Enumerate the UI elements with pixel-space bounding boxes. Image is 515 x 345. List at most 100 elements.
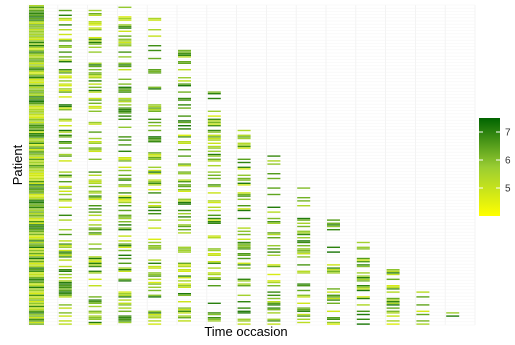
- heatmap-cell: [237, 246, 251, 248]
- heatmap-cell: [297, 248, 311, 250]
- heatmap-cell: [148, 136, 162, 138]
- heatmap-cell: [58, 51, 72, 53]
- heatmap-cell: [207, 150, 221, 152]
- heatmap-cell: [88, 198, 102, 200]
- heatmap-cell: [29, 123, 44, 125]
- heatmap-cell: [118, 169, 132, 172]
- heatmap-cell: [237, 195, 251, 197]
- heatmap-cell: [58, 155, 72, 157]
- heatmap-cell: [58, 323, 72, 325]
- heatmap-cell: [29, 272, 44, 274]
- heatmap-cell: [178, 136, 191, 138]
- heatmap-cell: [58, 72, 72, 74]
- heatmap-cell: [29, 155, 44, 157]
- heatmap-cell: [237, 318, 251, 320]
- heatmap-cell: [118, 179, 132, 181]
- heatmap-cell: [29, 270, 44, 272]
- heatmap-cell: [178, 121, 191, 124]
- heatmap-cell: [29, 214, 44, 216]
- heatmap-cell: [267, 237, 281, 239]
- heatmap-cell: [386, 302, 400, 304]
- heatmap-cell: [58, 88, 72, 90]
- heatmap-cell: [207, 254, 221, 256]
- heatmap-cell: [148, 158, 162, 160]
- heatmap-cell: [148, 125, 162, 127]
- heatmap-cell: [118, 91, 132, 93]
- heatmap-cell: [178, 229, 191, 231]
- heatmap-cell: [148, 283, 162, 285]
- heatmap-cell: [267, 323, 281, 325]
- heatmap-cell: [88, 89, 102, 92]
- heatmap-cell: [178, 293, 191, 295]
- heatmap-cell: [118, 97, 132, 100]
- heatmap-cell: [88, 38, 102, 40]
- heatmap-cell: [88, 123, 102, 125]
- heatmap-cell: [29, 62, 44, 64]
- heatmap-cell: [88, 305, 102, 308]
- heatmap-cell: [178, 224, 191, 226]
- heatmap-cell: [267, 285, 281, 287]
- heatmap-cell: [118, 115, 132, 117]
- heatmap-cell: [88, 224, 102, 226]
- heatmap-cell: [148, 166, 162, 168]
- heatmap-cell: [148, 262, 162, 264]
- heatmap-cell: [148, 141, 162, 143]
- y-axis-label: Patient: [10, 144, 25, 185]
- heatmap-cell: [386, 270, 400, 272]
- heatmap-cell: [29, 201, 44, 204]
- heatmap-cell: [207, 313, 221, 316]
- heatmap-cell: [29, 102, 44, 104]
- heatmap-cell: [386, 310, 400, 312]
- heatmap-cell: [29, 136, 44, 138]
- heatmap-cell: [29, 96, 44, 98]
- heatmap-cell: [207, 177, 221, 180]
- heatmap-cell: [237, 267, 251, 269]
- heatmap-cell: [29, 240, 44, 242]
- heatmap-cell: [58, 198, 72, 200]
- heatmap-cell: [237, 174, 251, 176]
- heatmap-cell: [297, 270, 311, 272]
- heatmap-cell: [29, 232, 44, 234]
- heatmap-cell: [29, 86, 44, 88]
- heatmap-cell: [178, 309, 191, 311]
- heatmap-cell: [207, 110, 221, 112]
- heatmap-cell: [58, 91, 72, 93]
- heatmap-cell: [29, 150, 44, 152]
- legend-tick-label: 7: [505, 128, 511, 139]
- heatmap-cell: [178, 320, 191, 322]
- heatmap-cell: [267, 232, 281, 234]
- heatmap-cell: [148, 45, 162, 47]
- heatmap-cell: [88, 315, 102, 317]
- heatmap-cell: [386, 307, 400, 309]
- heatmap-cell: [29, 69, 44, 71]
- heatmap-cell: [207, 248, 221, 250]
- heatmap-cell: [29, 246, 44, 248]
- heatmap-cell: [267, 309, 281, 311]
- heatmap-cell: [327, 294, 340, 296]
- heatmap-cell: [58, 283, 72, 285]
- heatmap-cell: [148, 69, 162, 71]
- heatmap-cell: [267, 251, 281, 253]
- heatmap-cell: [88, 285, 102, 287]
- heatmap-cell: [237, 182, 251, 184]
- heatmap-cell: [118, 30, 132, 32]
- heatmap-cell: [88, 150, 102, 152]
- heatmap-cell: [118, 205, 132, 207]
- heatmap-cell: [148, 267, 162, 269]
- heatmap-cell: [88, 43, 102, 45]
- heatmap-cell: [267, 173, 281, 175]
- heatmap-cell: [207, 93, 221, 95]
- heatmap-cell: [327, 272, 340, 274]
- heatmap-cell: [29, 198, 44, 200]
- heatmap-cell: [29, 120, 44, 122]
- heatmap-cell: [118, 43, 132, 45]
- heatmap-cell: [29, 137, 44, 140]
- heatmap-cell: [29, 157, 44, 159]
- heatmap-cell: [416, 310, 430, 312]
- heatmap-cell: [207, 125, 221, 127]
- heatmap-cell: [88, 91, 102, 93]
- heatmap-cell: [29, 41, 44, 44]
- heatmap-cell: [207, 200, 221, 202]
- heatmap-cell: [88, 229, 102, 231]
- heatmap-cell: [148, 205, 162, 207]
